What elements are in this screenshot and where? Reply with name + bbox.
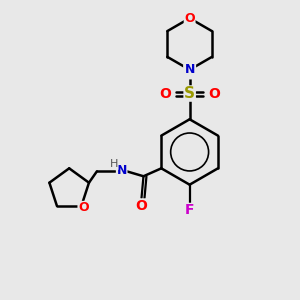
Text: N: N — [116, 164, 127, 177]
Text: O: O — [208, 86, 220, 100]
Text: S: S — [184, 86, 195, 101]
Text: O: O — [184, 12, 195, 25]
Text: O: O — [78, 201, 89, 214]
Text: O: O — [159, 86, 171, 100]
Text: H: H — [110, 159, 118, 170]
Text: O: O — [136, 199, 147, 213]
Text: N: N — [184, 63, 195, 76]
Text: N: N — [184, 65, 195, 79]
Text: F: F — [185, 203, 194, 218]
